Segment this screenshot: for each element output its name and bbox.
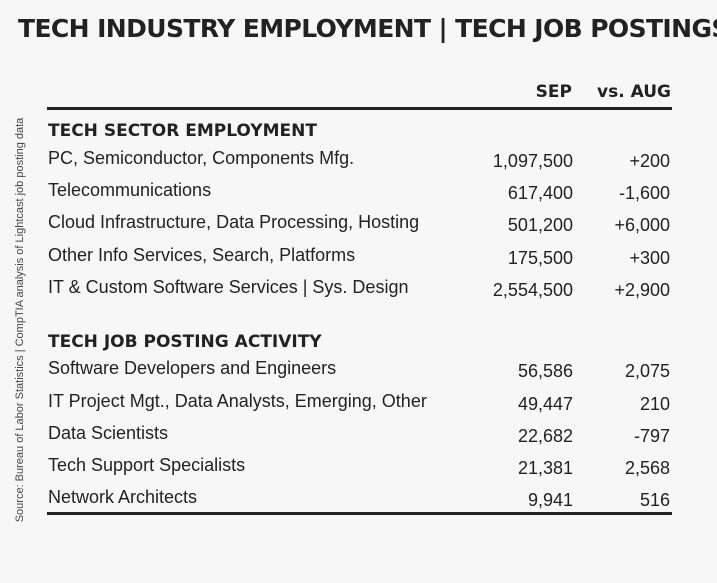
row-aug-change: 2,075 <box>624 361 670 381</box>
table-row: Cloud Infrastructure, Data Processing, H… <box>48 212 672 242</box>
row-label: Tech Support Specialists <box>48 455 246 475</box>
row-label: Other Info Services, Search, Platforms <box>48 245 356 265</box>
row-sep-value: 56,586 <box>517 361 573 381</box>
row-aug-change: -1,600 <box>618 183 670 203</box>
table-row: PC, Semiconductor, Components Mfg. 1,097… <box>48 148 672 178</box>
row-label: Network Architects <box>48 487 198 507</box>
row-aug-change: -797 <box>633 426 670 446</box>
row-label: Software Developers and Engineers <box>48 358 337 378</box>
row-sep-value: 501,200 <box>507 215 573 235</box>
table-row: IT & Custom Software Services | Sys. Des… <box>48 277 672 307</box>
row-label: Telecommunications <box>48 180 212 200</box>
row-sep-value: 49,447 <box>517 394 573 414</box>
row-label: IT Project Mgt., Data Analysts, Emerging… <box>48 391 427 411</box>
row-sep-value: 1,097,500 <box>492 151 573 171</box>
row-sep-value: 2,554,500 <box>492 280 573 300</box>
table-row: Telecommunications 617,400 -1,600 <box>48 180 672 210</box>
row-aug-change: +2,900 <box>614 280 670 300</box>
page-title: TECH INDUSTRY EMPLOYMENT | TECH JOB POST… <box>18 14 717 43</box>
row-aug-change: +6,000 <box>614 215 670 235</box>
row-sep-value: 22,682 <box>517 426 573 446</box>
row-aug-change: 516 <box>639 490 670 510</box>
table-row: Data Scientists 22,682 -797 <box>48 423 672 453</box>
top-rule <box>47 107 672 110</box>
column-header-vs-aug: vs. AUG <box>597 82 671 102</box>
row-aug-change: +300 <box>629 248 670 268</box>
section-heading-postings: TECH JOB POSTING ACTIVITY <box>48 332 322 352</box>
row-label: IT & Custom Software Services | Sys. Des… <box>48 277 409 297</box>
row-aug-change: 2,568 <box>624 458 670 478</box>
row-aug-change: 210 <box>639 394 670 414</box>
bottom-rule <box>47 512 672 515</box>
row-label: Cloud Infrastructure, Data Processing, H… <box>48 212 420 232</box>
table-row: Network Architects 9,941 516 <box>48 487 672 517</box>
row-aug-change: +200 <box>629 151 670 171</box>
row-label: Data Scientists <box>48 423 169 443</box>
table-row: Other Info Services, Search, Platforms 1… <box>48 245 672 275</box>
row-sep-value: 9,941 <box>527 490 573 510</box>
table-row: Software Developers and Engineers 56,586… <box>48 358 672 388</box>
row-label: PC, Semiconductor, Components Mfg. <box>48 148 355 168</box>
table-row: IT Project Mgt., Data Analysts, Emerging… <box>48 391 672 421</box>
column-header-sep: SEP <box>535 82 572 102</box>
source-note: Source: Bureau of Labor Statistics | Com… <box>14 117 26 523</box>
row-sep-value: 617,400 <box>507 183 573 203</box>
table-row: Tech Support Specialists 21,381 2,568 <box>48 455 672 485</box>
row-sep-value: 175,500 <box>507 248 573 268</box>
section-heading-employment: TECH SECTOR EMPLOYMENT <box>48 121 317 141</box>
row-sep-value: 21,381 <box>517 458 573 478</box>
